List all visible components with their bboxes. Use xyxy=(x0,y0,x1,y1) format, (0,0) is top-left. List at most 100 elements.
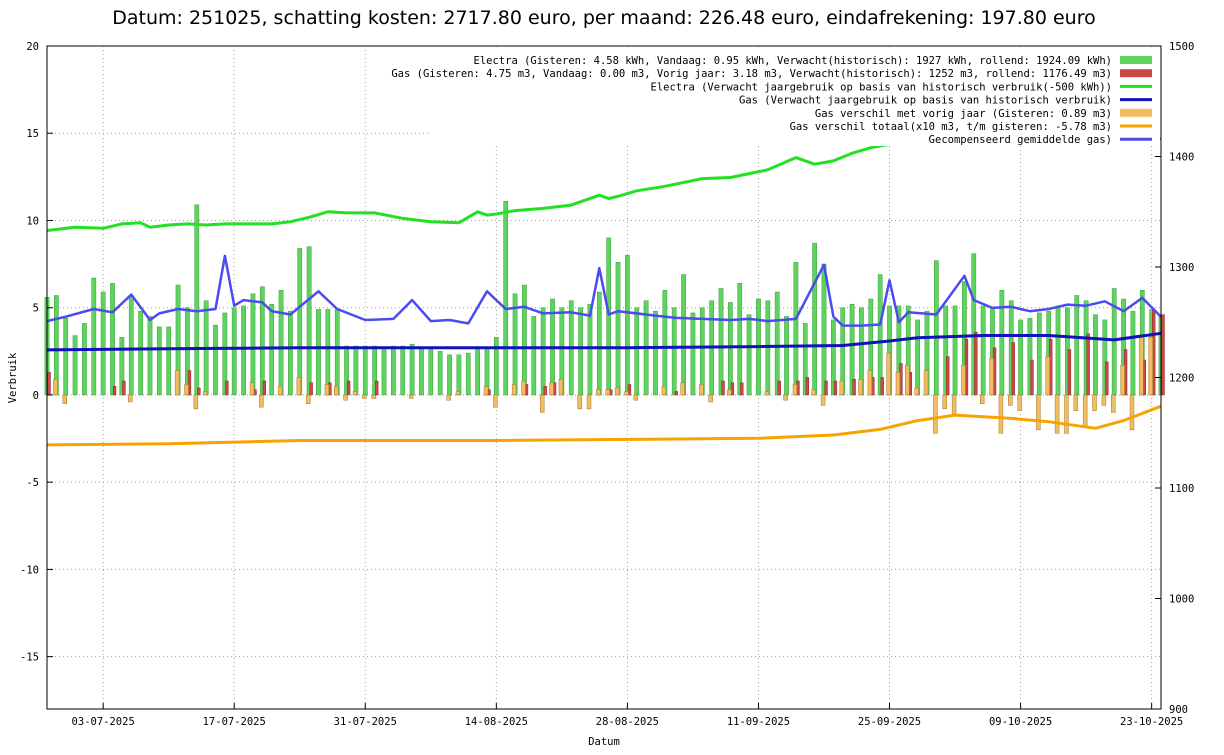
electra-bar xyxy=(952,305,958,396)
x-tick-label: 17-07-2025 xyxy=(203,716,266,728)
gas-diff-bar xyxy=(352,391,358,396)
electra-bar xyxy=(82,323,87,396)
electra-expected-line xyxy=(46,137,1162,232)
gas-diff-bar xyxy=(1092,394,1097,411)
gas-bar xyxy=(777,380,781,396)
y-tick-label: 0 xyxy=(33,390,39,402)
electra-bar xyxy=(821,263,827,396)
gas-bar xyxy=(375,380,379,396)
gas-diff-bar xyxy=(483,385,489,396)
gas-diff-bar xyxy=(820,394,826,406)
legend-swatch xyxy=(1120,69,1152,78)
gas-diff-bar xyxy=(942,394,947,410)
electra-bar xyxy=(728,302,733,396)
electra-bar xyxy=(784,316,789,396)
electra-bar xyxy=(194,204,200,396)
gas-diff-bar xyxy=(184,384,189,396)
gas-bar xyxy=(197,387,201,396)
electra-bar xyxy=(465,352,471,396)
x-tick-label: 03-07-2025 xyxy=(72,716,135,728)
y-tick-label: 15 xyxy=(26,128,39,140)
gas-bar xyxy=(47,372,51,396)
electra-bar xyxy=(830,319,836,396)
gas-diff-total-line xyxy=(46,404,1162,447)
gas-bar xyxy=(833,380,838,396)
gas-diff-bar xyxy=(343,394,348,401)
gas-diff-bar xyxy=(539,394,545,413)
line-layer xyxy=(46,137,1162,447)
gas-diff-bar xyxy=(362,394,367,399)
gas-diff-bar xyxy=(998,394,1004,434)
x-tick-label: 23-10-2025 xyxy=(1120,716,1183,728)
gas-bar xyxy=(730,382,735,396)
y-tick-label: -15 xyxy=(20,652,39,664)
electra-bar xyxy=(690,312,696,396)
legend-label: Electra (Gisteren: 4.58 kWh, Vandaag: 0.… xyxy=(474,55,1112,67)
y2-tick-label: 1400 xyxy=(1169,152,1194,164)
gas-diff-bar xyxy=(914,387,919,396)
gas-diff-bar xyxy=(296,377,302,396)
plot-frame xyxy=(46,45,1162,710)
electra-bar xyxy=(971,253,977,396)
electra-bar xyxy=(241,305,246,396)
electra-bar xyxy=(681,274,686,396)
electra-bar xyxy=(250,293,256,396)
gas-diff-bar xyxy=(989,358,994,396)
gas-bar xyxy=(805,377,809,396)
electra-bar xyxy=(578,307,583,396)
gas-diff-bar xyxy=(624,391,629,396)
electra-bar xyxy=(391,345,396,396)
legend-background xyxy=(430,50,1160,146)
gas-diff-bar xyxy=(1129,394,1135,431)
gas-bar xyxy=(974,331,978,396)
gas-diff-bar xyxy=(783,394,788,401)
electra-bar xyxy=(138,310,143,396)
electra-bar xyxy=(1074,295,1080,396)
electra-bar xyxy=(156,326,162,396)
gas-bar xyxy=(122,380,126,396)
legend-label: Gecompenseerd gemiddelde gas) xyxy=(929,134,1112,146)
electra-bar xyxy=(999,290,1005,396)
gas-diff-bar xyxy=(886,352,891,396)
electra-bar xyxy=(166,326,172,396)
electra-bar xyxy=(774,291,780,396)
electra-bar xyxy=(63,317,69,396)
x-tick-label: 09-10-2025 xyxy=(989,716,1052,728)
gas-bar xyxy=(1011,342,1015,396)
gas-expected-line xyxy=(46,331,1162,352)
electra-bar xyxy=(353,345,359,396)
gas-diff-bar xyxy=(324,384,330,396)
y-tick-label: -5 xyxy=(26,477,39,489)
gas-bar xyxy=(112,385,117,396)
y-tick-label: 20 xyxy=(26,41,39,53)
electra-bar xyxy=(269,303,275,396)
electra-bar xyxy=(737,283,743,396)
gas-compensated-line xyxy=(46,254,1162,327)
electra-bar xyxy=(802,323,808,396)
gas-diff-bar xyxy=(961,365,966,396)
gas-diff-bar xyxy=(951,394,957,415)
gas-bar xyxy=(740,382,744,396)
y-axis-label: Verbruik xyxy=(7,352,19,403)
electra-bar xyxy=(606,237,612,396)
gas-bar xyxy=(262,380,267,396)
gas-diff-bar xyxy=(174,370,180,396)
gas-diff-bar xyxy=(858,378,863,396)
electra-bar xyxy=(596,291,602,396)
chart-title: Datum: 251025, schatting kosten: 2717.80… xyxy=(112,7,1096,29)
gas-diff-bar xyxy=(614,387,620,396)
legend-swatch xyxy=(1120,56,1152,64)
electra-bar xyxy=(72,335,78,396)
electra-bar xyxy=(1055,307,1061,396)
gas-diff-bar xyxy=(979,394,985,404)
electra-bar xyxy=(213,324,218,396)
y-tick-label: 10 xyxy=(26,215,39,227)
electra-bar xyxy=(493,337,499,396)
gas-diff-bar xyxy=(923,370,929,396)
gas-diff-bar xyxy=(811,389,816,396)
y-tick-label: 5 xyxy=(33,303,39,315)
x-tick-label: 14-08-2025 xyxy=(465,716,528,728)
gas-bar xyxy=(1030,359,1034,396)
gas-diff-bar xyxy=(1054,394,1060,434)
